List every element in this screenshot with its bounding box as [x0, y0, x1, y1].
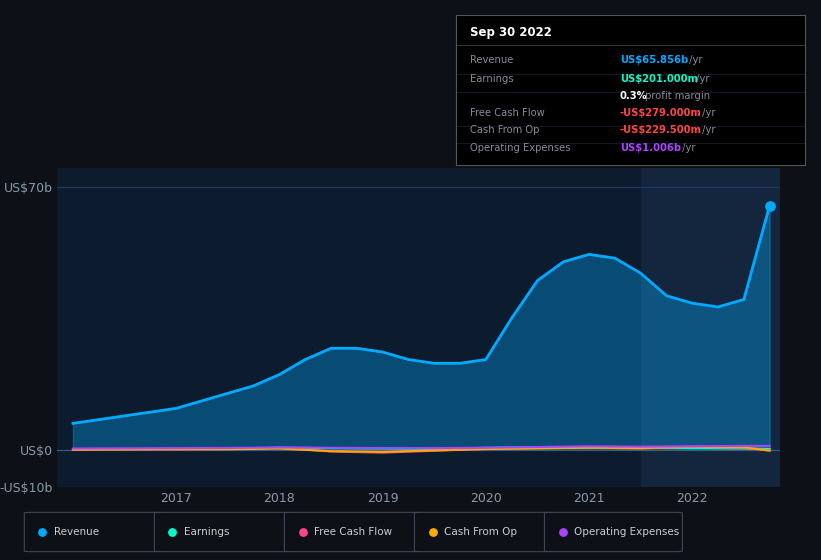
Text: -US$279.000m: -US$279.000m: [620, 108, 701, 118]
FancyBboxPatch shape: [154, 512, 292, 552]
Text: Cash From Op: Cash From Op: [470, 125, 539, 135]
Point: [556, 528, 569, 536]
Text: US$1.006b: US$1.006b: [620, 143, 681, 153]
Text: Operating Expenses: Operating Expenses: [470, 143, 570, 153]
Text: /yr: /yr: [679, 143, 696, 153]
Text: Revenue: Revenue: [470, 55, 513, 65]
FancyBboxPatch shape: [415, 512, 553, 552]
Bar: [640, 168, 780, 487]
Text: profit margin: profit margin: [642, 91, 710, 101]
Point: [166, 528, 179, 536]
Text: -US$229.500m: -US$229.500m: [620, 125, 702, 135]
Text: Revenue: Revenue: [54, 527, 99, 537]
FancyBboxPatch shape: [284, 512, 422, 552]
Text: Earnings: Earnings: [184, 527, 230, 537]
Point: [36, 528, 49, 536]
FancyBboxPatch shape: [25, 512, 163, 552]
Text: /yr: /yr: [693, 74, 709, 84]
Text: Sep 30 2022: Sep 30 2022: [470, 26, 552, 39]
Point: [763, 201, 776, 210]
Text: /yr: /yr: [699, 108, 716, 118]
Text: 0.3%: 0.3%: [620, 91, 648, 101]
Text: /yr: /yr: [699, 125, 716, 135]
Point: [296, 528, 309, 536]
Text: Free Cash Flow: Free Cash Flow: [470, 108, 544, 118]
FancyBboxPatch shape: [544, 512, 682, 552]
Text: US$65.856b: US$65.856b: [620, 55, 688, 65]
Point: [426, 528, 439, 536]
Text: Earnings: Earnings: [470, 74, 513, 84]
Text: Cash From Op: Cash From Op: [444, 527, 517, 537]
Text: /yr: /yr: [686, 55, 703, 65]
Text: Free Cash Flow: Free Cash Flow: [314, 527, 392, 537]
Text: Operating Expenses: Operating Expenses: [575, 527, 680, 537]
Text: US$201.000m: US$201.000m: [620, 74, 698, 84]
